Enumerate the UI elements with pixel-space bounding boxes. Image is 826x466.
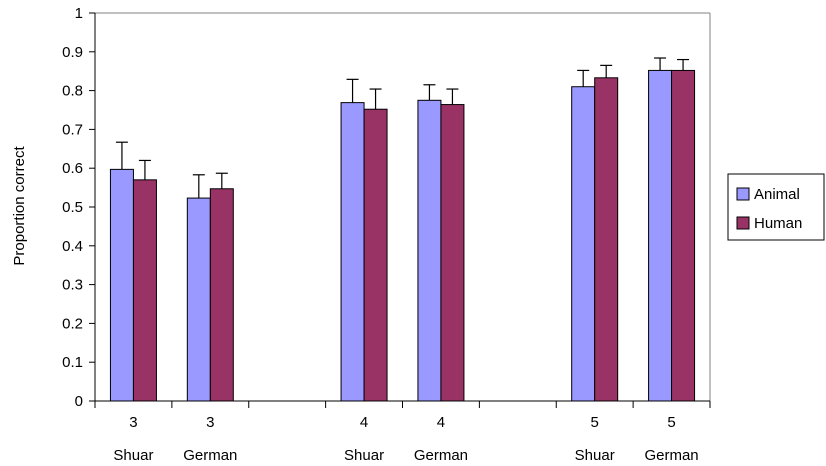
x-tick-label-group: German <box>644 447 698 464</box>
x-tick-label-number: 4 <box>437 414 445 431</box>
y-tick-label: 0.9 <box>62 44 83 61</box>
legend: Animal Human <box>727 173 825 241</box>
x-tick-label-number: 5 <box>667 414 675 431</box>
x-tick-label-group: Shuar <box>344 447 384 464</box>
bars-layer <box>109 69 696 402</box>
legend-label-animal: Animal <box>754 186 800 203</box>
x-tick-label-group: Shuar <box>113 447 153 464</box>
x-tick-label-group: German <box>414 447 468 464</box>
bar-human <box>440 104 465 402</box>
legend-swatch-human <box>736 216 750 230</box>
bar-human <box>594 77 619 402</box>
y-tick-label: 1 <box>75 5 83 22</box>
bar-human <box>363 108 388 402</box>
y-tick-label: 0.1 <box>62 354 83 371</box>
bar-human <box>671 69 696 402</box>
x-tick-label-number: 3 <box>206 414 214 431</box>
bar-animal <box>186 197 211 402</box>
bar-human <box>132 179 157 402</box>
bar-animal <box>648 69 673 402</box>
bar-animal <box>340 102 365 402</box>
error-bars-layer <box>115 57 690 199</box>
x-tick-label-group: Shuar <box>575 447 615 464</box>
y-tick-label: 0.4 <box>62 238 83 255</box>
y-tick-label: 0.8 <box>62 83 83 100</box>
x-tick-label-number: 5 <box>591 414 599 431</box>
bar-animal <box>109 168 134 402</box>
y-tick-label: 0.3 <box>62 277 83 294</box>
x-tick-label-group: German <box>183 447 237 464</box>
y-tick-label: 0.2 <box>62 315 83 332</box>
x-tick-label-number: 3 <box>129 414 137 431</box>
bar-human <box>209 188 234 402</box>
legend-label-human: Human <box>754 215 802 232</box>
axes-layer: 0 0.1 0.2 0.3 0.4 0.5 0.6 0.7 0.8 0.9 1 3 Shuar 3 Germ… <box>62 5 711 464</box>
x-tick-label-number: 4 <box>360 414 368 431</box>
y-tick-label: 0.6 <box>62 160 83 177</box>
y-tick-label: 0.5 <box>62 199 83 216</box>
y-tick-label: 0 <box>75 393 83 410</box>
y-axis-title: Proportion correct <box>11 146 28 266</box>
y-tick-label: 0.7 <box>62 121 83 138</box>
legend-swatch-animal <box>736 187 750 201</box>
bar-animal <box>417 99 442 402</box>
bar-animal <box>571 86 596 402</box>
